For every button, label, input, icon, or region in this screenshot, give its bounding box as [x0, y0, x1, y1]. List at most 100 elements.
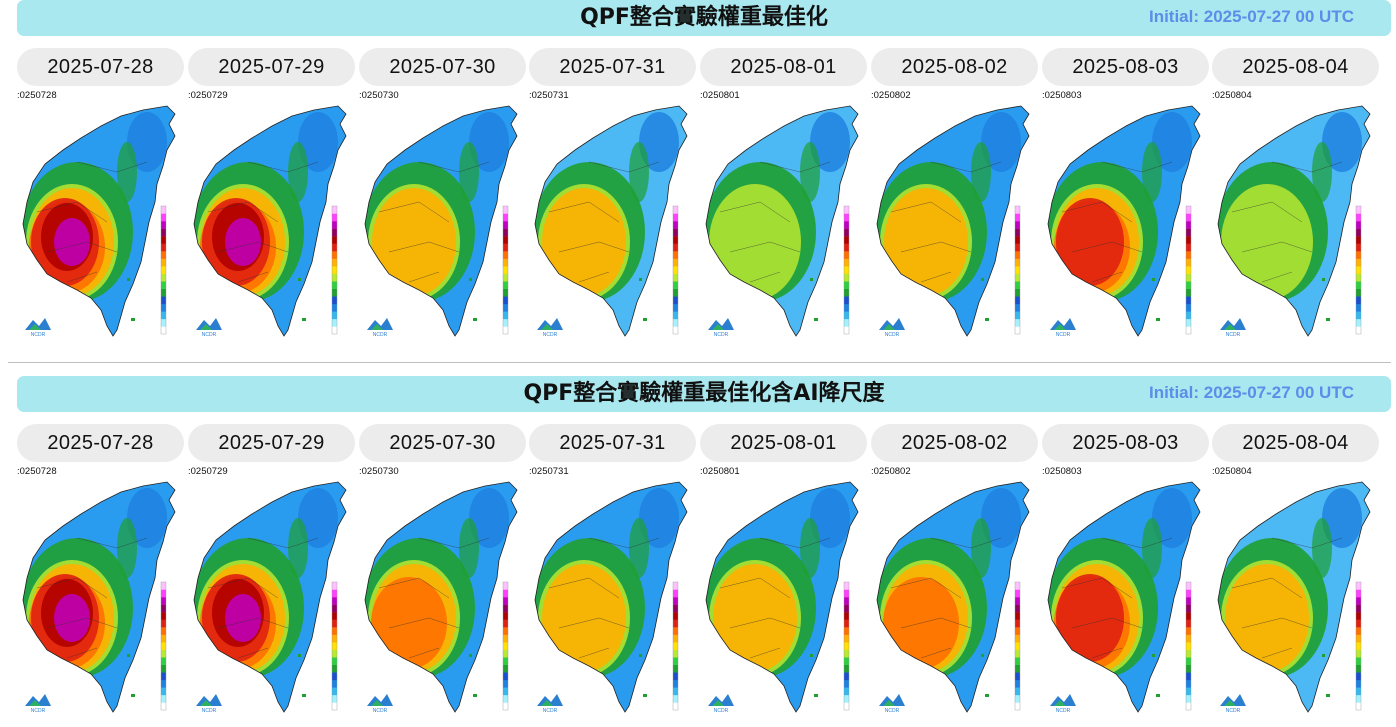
date-tab[interactable]: 2025-08-01 — [700, 48, 867, 86]
svg-text:NCDR: NCDR — [714, 708, 729, 714]
ncdr-logo: NCDR — [879, 694, 905, 714]
taiwan-rainfall-map: NCDR — [22, 105, 176, 338]
date-tab[interactable]: 2025-08-01 — [700, 424, 867, 462]
precip-map-panel[interactable]: :0250730 NCDR — [359, 90, 526, 338]
taiwan-rainfall-map: NCDR — [1047, 481, 1201, 714]
taiwan-rainfall-map: NCDR — [534, 481, 688, 714]
ncdr-logo: NCDR — [1050, 318, 1076, 338]
rainfall-colorbar — [1014, 205, 1021, 335]
taiwan-rainfall-map: NCDR — [1047, 105, 1201, 338]
rainfall-colorbar — [502, 581, 509, 711]
svg-text:NCDR: NCDR — [1056, 708, 1071, 714]
taiwan-rainfall-map: NCDR — [534, 105, 688, 338]
taiwan-rainfall-map: NCDR — [193, 105, 347, 338]
svg-text:NCDR: NCDR — [885, 332, 900, 338]
rainfall-colorbar — [843, 205, 850, 335]
taiwan-rainfall-map: NCDR — [705, 481, 859, 714]
precip-map-panel[interactable]: :0250801 NCDR — [700, 90, 867, 338]
map-date-stamp: :0250803 — [1042, 466, 1082, 477]
ncdr-logo: NCDR — [367, 318, 393, 338]
rainfall-colorbar — [331, 205, 338, 335]
section-title-bar: QPF整合實驗權重最佳化 Initial: 2025-07-27 00 UTC — [17, 0, 1391, 36]
ncdr-logo: NCDR — [196, 318, 222, 338]
precip-map-panel[interactable]: :0250803 NCDR — [1042, 466, 1209, 714]
precip-map-panel[interactable]: :0250802 NCDR — [871, 90, 1038, 338]
map-date-stamp: :0250801 — [700, 90, 740, 101]
precip-map-panel[interactable]: :0250801 NCDR — [700, 466, 867, 714]
precip-map-panel[interactable]: :0250730 NCDR — [359, 466, 526, 714]
date-tab[interactable]: 2025-07-29 — [188, 424, 355, 462]
precip-map-panel[interactable]: :0250731 NCDR — [529, 90, 696, 338]
precip-map-panel[interactable]: :0250804 NCDR — [1212, 466, 1379, 714]
date-tab[interactable]: 2025-08-03 — [1042, 48, 1209, 86]
section-title: QPF整合實驗權重最佳化 — [580, 5, 828, 30]
svg-text:NCDR: NCDR — [543, 332, 558, 338]
precip-map-panel[interactable]: :0250731 NCDR — [529, 466, 696, 714]
svg-text:NCDR: NCDR — [202, 332, 217, 338]
map-date-stamp: :0250804 — [1212, 466, 1252, 477]
map-date-stamp: :0250804 — [1212, 90, 1252, 101]
date-tabs: 2025-07-28 2025-07-29 2025-07-30 2025-07-31… — [17, 424, 1391, 462]
date-tab[interactable]: 2025-07-29 — [188, 48, 355, 86]
map-date-stamp: :0250729 — [188, 466, 228, 477]
date-tab[interactable]: 2025-07-30 — [359, 424, 526, 462]
ncdr-logo: NCDR — [708, 694, 734, 714]
ncdr-logo: NCDR — [537, 318, 563, 338]
svg-text:NCDR: NCDR — [1056, 332, 1071, 338]
map-date-stamp: :0250729 — [188, 90, 228, 101]
rainfall-colorbar — [843, 581, 850, 711]
date-tab[interactable]: 2025-08-04 — [1212, 48, 1379, 86]
svg-text:NCDR: NCDR — [373, 332, 388, 338]
initial-time-label: Initial: 2025-07-27 00 UTC — [1148, 383, 1354, 402]
precip-map-panel[interactable]: :0250804 NCDR — [1212, 90, 1379, 338]
date-tab[interactable]: 2025-08-02 — [871, 48, 1038, 86]
rainfall-colorbar — [1355, 581, 1362, 711]
svg-text:NCDR: NCDR — [714, 332, 729, 338]
section-title: QPF整合實驗權重最佳化含AI降尺度 — [523, 381, 885, 406]
precip-map-panel[interactable]: :0250802 NCDR — [871, 466, 1038, 714]
ncdr-logo: NCDR — [708, 318, 734, 338]
date-tab[interactable]: 2025-07-28 — [17, 424, 184, 462]
rainfall-colorbar — [160, 581, 167, 711]
precip-map-panel[interactable]: :0250729 NCDR — [188, 466, 355, 714]
section-qpf-weight-opt-ai-downscale: QPF整合實驗權重最佳化含AI降尺度 Initial: 2025-07-27 0… — [0, 376, 1396, 727]
svg-text:NCDR: NCDR — [885, 708, 900, 714]
ncdr-logo: NCDR — [1050, 694, 1076, 714]
date-tab[interactable]: 2025-07-30 — [359, 48, 526, 86]
map-date-stamp: :0250728 — [17, 90, 57, 101]
date-tab[interactable]: 2025-08-03 — [1042, 424, 1209, 462]
initial-time-label: Initial: 2025-07-27 00 UTC — [1148, 7, 1354, 26]
precip-map-panel[interactable]: :0250803 NCDR — [1042, 90, 1209, 338]
date-tab[interactable]: 2025-07-31 — [529, 48, 696, 86]
taiwan-rainfall-map: NCDR — [364, 105, 518, 338]
map-date-stamp: :0250730 — [359, 466, 399, 477]
precip-map-panel[interactable]: :0250728 NCDR — [17, 466, 184, 714]
section-divider — [8, 362, 1391, 363]
rainfall-colorbar — [672, 205, 679, 335]
date-tab[interactable]: 2025-08-02 — [871, 424, 1038, 462]
rainfall-colorbar — [1185, 205, 1192, 335]
svg-text:NCDR: NCDR — [543, 708, 558, 714]
rainfall-colorbar — [1355, 205, 1362, 335]
ncdr-logo: NCDR — [1220, 694, 1246, 714]
ncdr-logo: NCDR — [537, 694, 563, 714]
map-date-stamp: :0250801 — [700, 466, 740, 477]
precip-map-panel[interactable]: :0250729 NCDR — [188, 90, 355, 338]
taiwan-rainfall-map: NCDR — [22, 481, 176, 714]
rainfall-colorbar — [502, 205, 509, 335]
taiwan-rainfall-map: NCDR — [1217, 105, 1371, 338]
date-tab[interactable]: 2025-07-31 — [529, 424, 696, 462]
rainfall-colorbar — [160, 205, 167, 335]
taiwan-rainfall-map: NCDR — [876, 105, 1030, 338]
date-tab[interactable]: 2025-07-28 — [17, 48, 184, 86]
date-tab[interactable]: 2025-08-04 — [1212, 424, 1379, 462]
svg-text:NCDR: NCDR — [1226, 332, 1241, 338]
svg-text:NCDR: NCDR — [31, 708, 46, 714]
map-date-stamp: :0250803 — [1042, 90, 1082, 101]
taiwan-rainfall-map: NCDR — [193, 481, 347, 714]
taiwan-rainfall-map: NCDR — [705, 105, 859, 338]
map-date-stamp: :0250802 — [871, 466, 911, 477]
precip-map-panel[interactable]: :0250728 NCDR — [17, 90, 184, 338]
ncdr-logo: NCDR — [879, 318, 905, 338]
taiwan-rainfall-map: NCDR — [876, 481, 1030, 714]
